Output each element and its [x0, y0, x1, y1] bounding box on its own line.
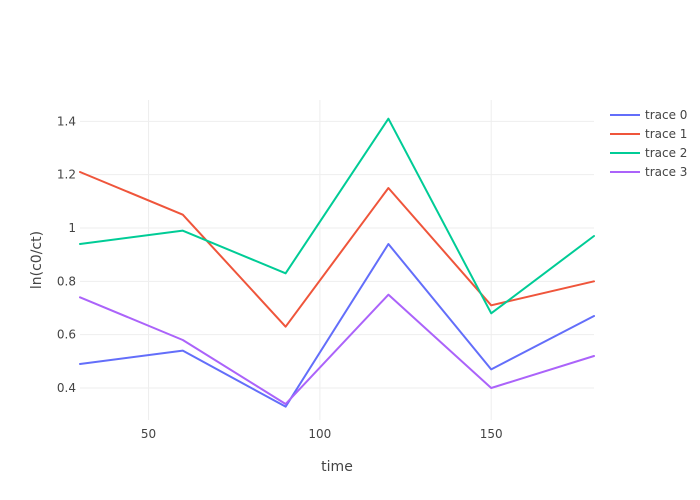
series-line-trace-0 [79, 243, 595, 408]
y-axis-title: ln(c0/ct) [29, 231, 45, 289]
x-tick-label: 50 [141, 427, 156, 441]
x-axis-title: time [321, 459, 353, 475]
y-tick-label: 1 [68, 221, 76, 235]
series-line-trace-2 [79, 117, 595, 315]
series-line-trace-3 [79, 293, 595, 405]
legend-entry: trace 0 [645, 108, 687, 122]
series-lines [79, 117, 595, 408]
legend-entry: trace 1 [645, 127, 687, 141]
y-tick-label: 0.8 [57, 274, 76, 288]
legend-entry: trace 2 [645, 146, 687, 160]
grid [80, 100, 594, 420]
tick-labels: 50 100 150 0.4 0.6 0.8 1 1.2 1.4 [57, 114, 503, 441]
y-tick-label: 1.4 [57, 114, 76, 128]
y-tick-label: 0.4 [57, 381, 76, 395]
legend: trace 0 trace 1 trace 2 trace 3 [610, 108, 687, 179]
legend-entry: trace 3 [645, 165, 687, 179]
x-tick-label: 100 [308, 427, 331, 441]
y-tick-label: 0.6 [57, 328, 76, 342]
x-tick-label: 150 [480, 427, 503, 441]
y-tick-label: 1.2 [57, 168, 76, 182]
